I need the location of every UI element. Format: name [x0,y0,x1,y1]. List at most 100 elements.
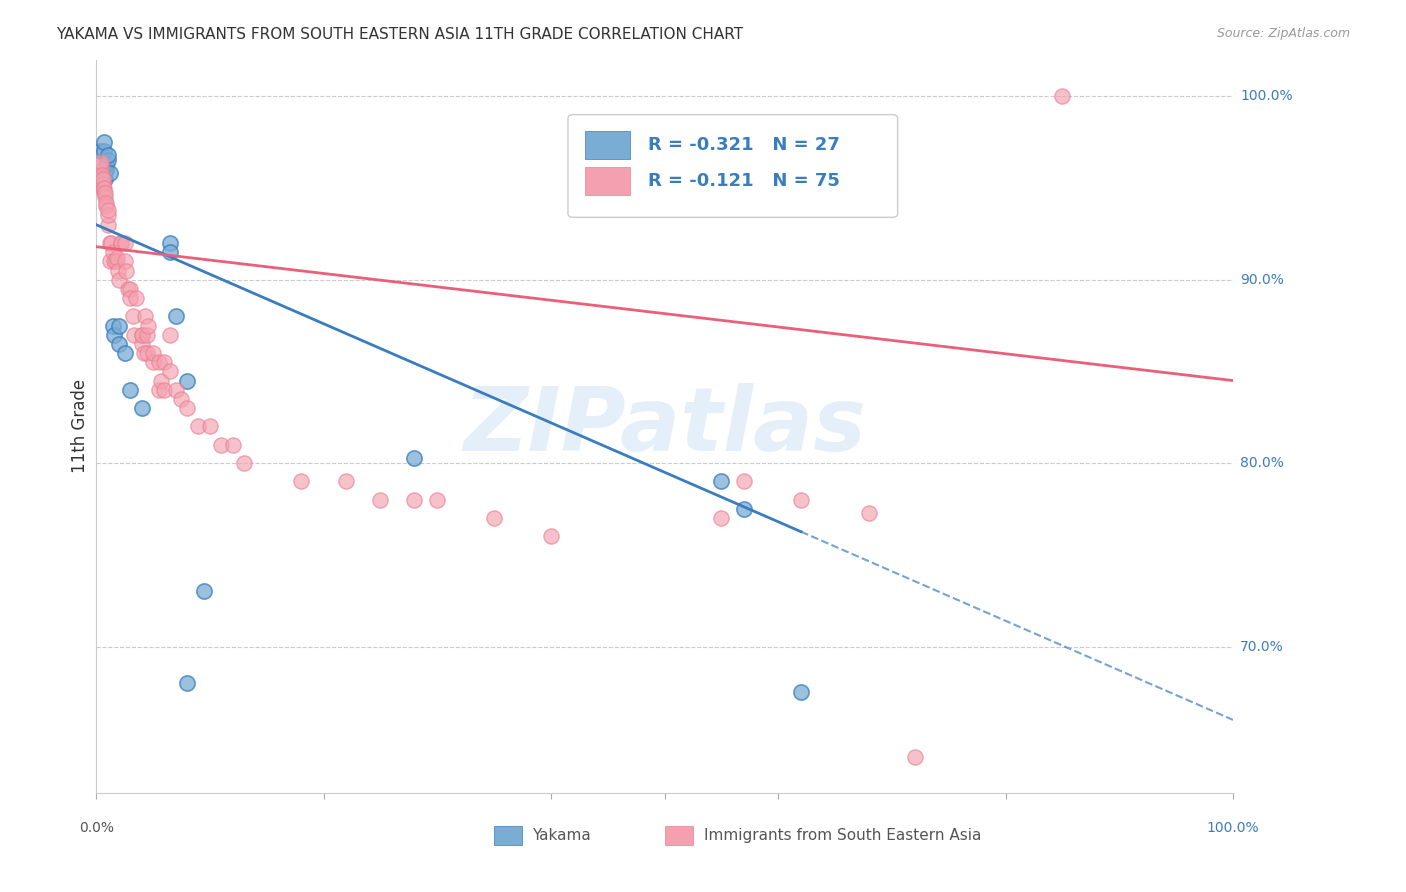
Point [209,438,232,452]
Point [904,749,927,764]
Point [98,166,121,180]
Point [370,492,392,507]
Point [108,273,131,287]
Point [131,327,153,342]
Point [117,282,139,296]
Point [710,475,733,489]
Point [153,383,176,397]
Y-axis label: 11th Grade: 11th Grade [72,379,89,474]
Point [149,374,172,388]
Point [165,310,187,324]
Point [105,251,128,265]
Point [120,291,142,305]
Point [176,676,198,690]
Point [858,506,880,520]
Point [187,419,209,434]
Text: ZIPatlas: ZIPatlas [463,383,866,470]
Point [710,511,733,525]
Point [1052,89,1074,103]
Point [170,392,193,406]
Point [96,157,118,171]
Point [134,310,156,324]
Point [96,148,118,162]
Point [142,355,165,369]
Text: Source: ZipAtlas.com: Source: ZipAtlas.com [1216,27,1350,40]
Point [125,291,148,305]
Text: R = -0.121   N = 75: R = -0.121 N = 75 [648,172,839,190]
Point [98,254,121,268]
Text: Yakama: Yakama [531,828,591,843]
Point [482,511,505,525]
Point [107,263,129,277]
Point [103,327,125,342]
Point [790,685,813,699]
Point [104,254,127,268]
Point [96,209,118,223]
Point [114,235,136,250]
Point [198,419,221,434]
Point [221,438,243,452]
Text: 90.0%: 90.0% [1240,273,1284,286]
Point [733,475,755,489]
Point [93,145,115,159]
Point [96,162,118,177]
Point [136,327,159,342]
Point [165,383,187,397]
Point [176,374,198,388]
Point [120,383,142,397]
Point [108,337,131,351]
Point [91,178,114,192]
Bar [585,131,630,159]
Point [93,181,115,195]
Point [233,456,256,470]
Bar [494,826,523,845]
Point [148,383,170,397]
Point [103,254,125,268]
Point [114,254,136,268]
Point [404,450,426,465]
Point [100,235,122,250]
Point [98,235,121,250]
Text: R = -0.321   N = 27: R = -0.321 N = 27 [648,136,839,153]
Text: 80.0%: 80.0% [1240,456,1284,470]
Point [90,168,112,182]
Point [93,135,115,149]
Point [176,401,198,415]
Point [540,529,562,543]
Point [790,492,813,507]
Point [335,475,357,489]
Text: 100.0%: 100.0% [1206,821,1260,835]
Point [159,364,181,378]
Point [96,218,118,232]
Point [96,202,118,217]
Point [122,327,145,342]
Bar [585,168,630,195]
Point [142,346,165,360]
Point [94,162,117,177]
Point [94,171,117,186]
Point [110,235,132,250]
Point [121,310,143,324]
Point [93,185,115,199]
Point [89,162,111,177]
Point [733,502,755,516]
Point [148,355,170,369]
Point [90,155,112,169]
FancyBboxPatch shape [568,115,897,218]
Text: Immigrants from South Eastern Asia: Immigrants from South Eastern Asia [704,828,981,843]
Point [159,327,181,342]
Text: 100.0%: 100.0% [1240,89,1292,103]
Point [94,186,117,201]
Point [426,492,449,507]
Point [120,282,142,296]
Point [159,245,181,260]
Point [103,245,125,260]
Point [91,181,114,195]
Point [96,195,118,210]
Point [131,337,153,351]
Point [114,263,136,277]
Point [96,153,118,168]
Point [138,318,160,333]
Point [131,401,153,415]
Point [136,346,159,360]
